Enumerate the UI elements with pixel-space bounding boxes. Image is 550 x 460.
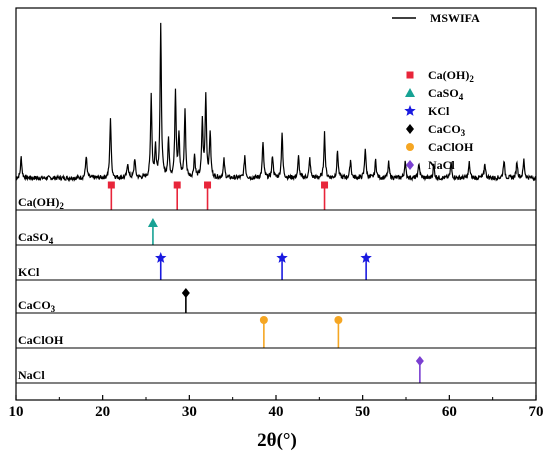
phase-cacloh: CaClOH [16,312,536,348]
x-tick-label: 70 [529,404,544,420]
reference-peak-marker [173,181,181,189]
phase-label: NaCl [18,368,45,382]
x-tick-label: 20 [95,404,110,420]
reference-phases: Ca(OH)2 CaSO4 KCl CaCO3 CaClOH NaCl [16,181,536,384]
legend-marker [404,105,416,116]
reference-peak-marker [181,288,190,298]
reference-peak-marker [276,252,288,263]
x-tick-label: 40 [269,404,284,420]
x-axis: 10 20 30 40 50 60 70 [9,395,544,420]
x-tick-label: 10 [9,404,24,420]
phase-label: KCl [18,265,40,279]
reference-peak-marker [107,181,115,189]
xrd-pattern [15,22,537,183]
legend-label: CaClOH [428,140,474,154]
legend-marker [406,71,414,79]
reference-peak-marker [204,181,212,189]
legend-label: KCl [428,104,450,118]
legend-label: Ca(OH)2 [428,68,474,84]
reference-peak-marker [147,218,158,227]
legend-marker [406,143,414,151]
phase-caco3: CaCO3 [16,279,536,314]
legend: MSWIFA Ca(OH)2 CaSO4 KCl CaCO3 CaClOH NaCl [392,11,480,172]
reference-peak-marker [259,316,268,324]
phase-label: CaSO4 [18,230,54,246]
x-axis-title: 2θ(°) [257,430,297,451]
plot-border [15,7,537,401]
legend-label: NaCl [428,158,455,172]
x-tick-label: 30 [182,404,197,420]
reference-peak-marker [334,316,343,324]
reference-peak-marker [155,252,167,263]
phase-caso4: CaSO4 [16,209,536,246]
mswifa-pattern-line [15,22,537,183]
x-tick-label: 50 [355,404,370,420]
phase-caoh2: Ca(OH)2 [18,181,329,211]
plot-frame [15,7,537,401]
legend-label: MSWIFA [430,11,480,25]
reference-peak-marker [360,252,372,263]
phase-label: Ca(OH)2 [18,195,64,211]
reference-peak-marker [415,356,424,366]
legend-label: CaCO3 [428,122,466,138]
legend-marker [406,124,414,134]
legend-marker [406,160,414,170]
legend-label: CaSO4 [428,86,464,102]
reference-peak-marker [321,181,329,189]
phase-label: CaCO3 [18,298,56,314]
phase-label: CaClOH [18,333,64,347]
x-tick-label: 60 [442,404,457,420]
phase-nacl: NaCl [16,347,536,383]
legend-marker [405,88,415,97]
phase-kcl: KCl [16,244,536,280]
